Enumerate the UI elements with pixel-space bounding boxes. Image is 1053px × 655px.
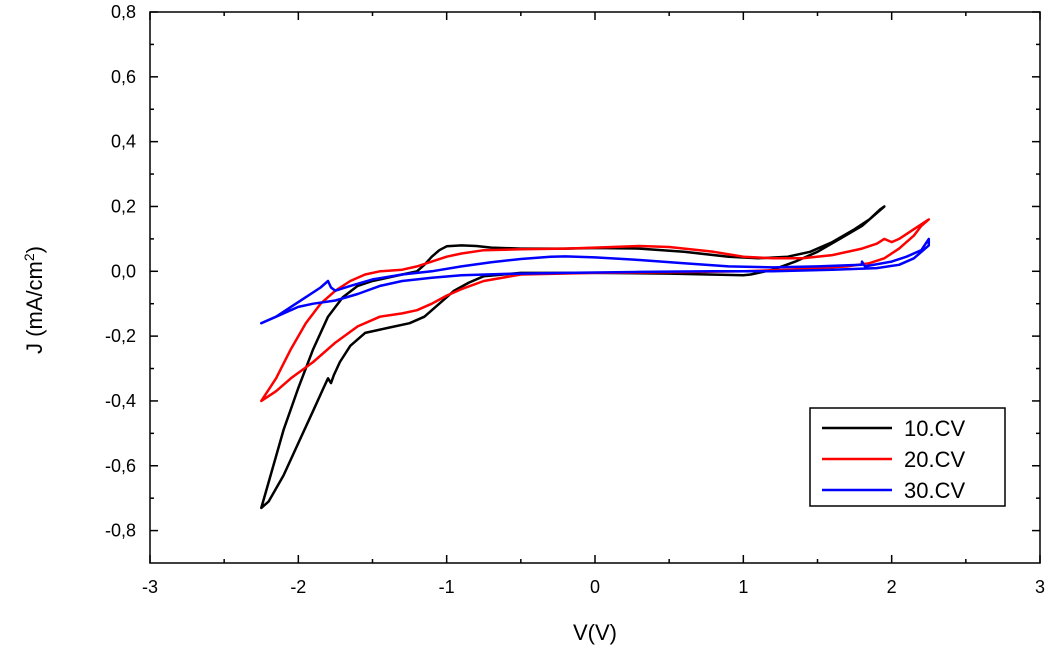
y-axis-title: J (mA/cm2) [21,246,47,354]
x-axis-title: V(V) [573,620,617,645]
axis-tick-labels: -3 -2 -1 0 1 2 3 -0,8 -0,6 -0,4 -0,2 0,0 0,2 0,4 0,6 0,… [105,2,1045,597]
axis-ticks [149,11,1041,563]
legend-label: 20.CV [904,447,965,472]
x-tick-label: 2 [887,577,897,597]
x-tick-label: -1 [439,577,455,597]
series-line-1 [260,205,886,510]
y-axis-title-sup: 2 [21,253,37,261]
x-tick-label: -2 [290,577,306,597]
y-tick-label: 0,4 [111,132,136,152]
y-axis-title-main: J (mA/cm [22,261,47,354]
series-line-2 [260,218,931,403]
y-tick-label: -0,4 [105,391,136,411]
legend-label: 30.CV [904,478,965,503]
y-tick-label: 0,6 [111,67,136,87]
legend: 10.CV 20.CV 30.CV [809,407,1006,507]
x-tick-label: 1 [738,577,748,597]
y-tick-label: 0,8 [111,2,136,22]
x-tick-label: 0 [590,577,600,597]
series-layer [260,205,931,510]
y-tick-label: -0,8 [105,521,136,541]
y-axis-title-close: ) [22,246,47,253]
y-tick-label: -0,2 [105,326,136,346]
legend-label: 10.CV [904,416,965,441]
series-line-3 [260,237,931,325]
y-tick-label: -0,6 [105,456,136,476]
x-tick-label: 3 [1035,577,1045,597]
y-tick-label: 0,2 [111,196,136,216]
x-tick-label: -3 [142,577,158,597]
y-tick-label: 0,0 [111,261,136,281]
